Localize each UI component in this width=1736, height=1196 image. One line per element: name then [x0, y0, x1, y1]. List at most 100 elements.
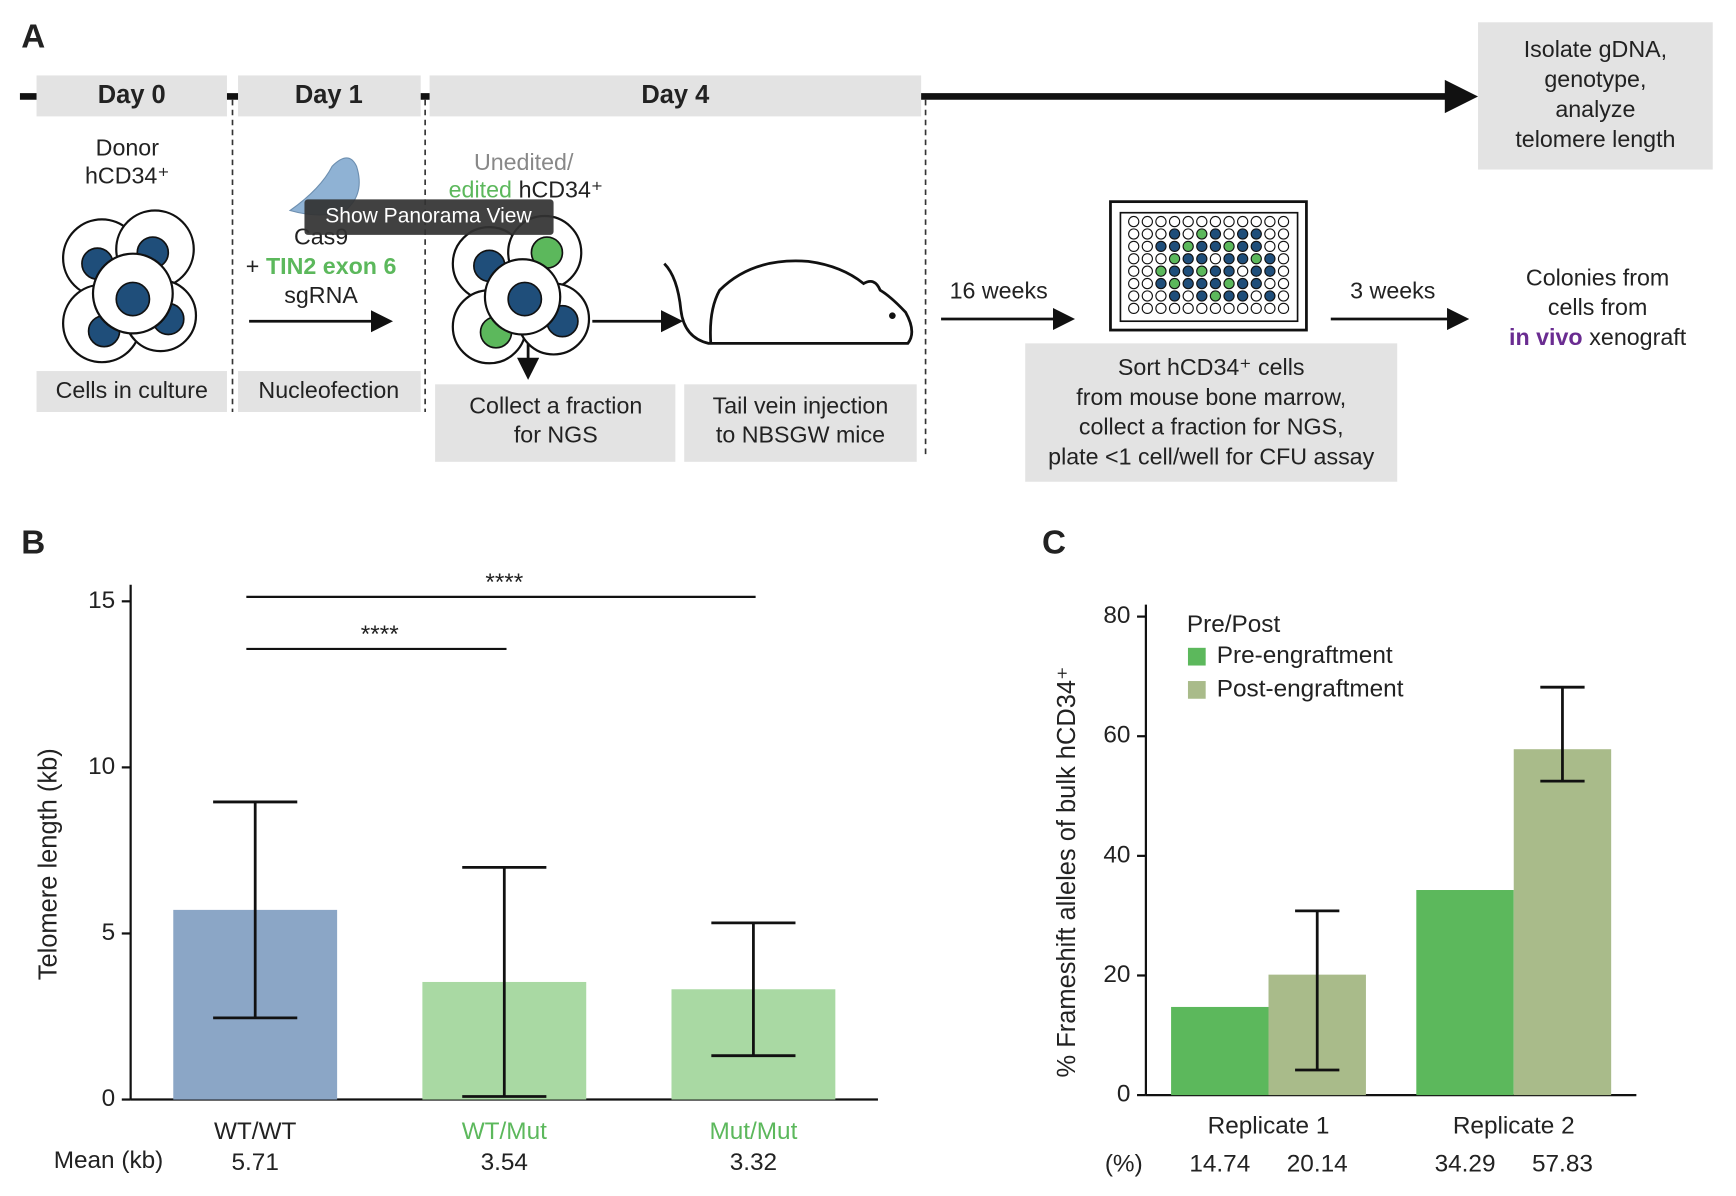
well: [1209, 265, 1222, 277]
wait-text: 3 weeks: [1350, 278, 1435, 304]
final-text: genotype,: [1544, 66, 1646, 92]
well: [1168, 290, 1181, 302]
value-row-label: Mean (kb): [54, 1147, 164, 1174]
well: [1196, 290, 1208, 302]
well: [1128, 277, 1140, 290]
donor-text: hCD34⁺: [85, 162, 170, 188]
y-tick-label: 5: [102, 919, 116, 946]
final-text: telomere length: [1515, 126, 1675, 152]
well: [1141, 302, 1153, 315]
y-axis-label: Telomere length (kb): [35, 748, 63, 980]
colonies-text: in vivo xenograft: [1509, 324, 1687, 350]
well: [1277, 240, 1290, 253]
x-tick-label: WT/WT: [214, 1118, 297, 1145]
panel-label: A: [21, 19, 45, 56]
well: [1155, 290, 1167, 302]
well: [1237, 240, 1249, 253]
step-box: [36, 371, 227, 412]
well: [1128, 253, 1140, 265]
well: [1250, 265, 1262, 277]
well: [1155, 228, 1167, 240]
edited-text: edited: [449, 177, 512, 203]
well: [1250, 277, 1262, 290]
day-box: [36, 75, 227, 117]
well: [1250, 240, 1262, 253]
well: [1141, 240, 1153, 253]
sort-text: Sort hCD34⁺ cells: [1118, 354, 1305, 380]
significance-label: ****: [485, 569, 523, 596]
well: [1196, 265, 1208, 277]
colonies-text: Colonies from: [1526, 264, 1669, 290]
legend-title: Pre/Post: [1187, 611, 1281, 638]
well: [1128, 215, 1140, 228]
well: [1168, 302, 1181, 315]
well: [1250, 290, 1262, 302]
well: [1264, 253, 1276, 265]
chart: B 0 5 10 15 Telomere length (kb) WT/WT 5.71 WT/M…: [21, 525, 878, 1176]
value-label: 20.14: [1287, 1150, 1348, 1177]
well: [1196, 253, 1208, 265]
mouse-eye: [889, 312, 896, 319]
well: [1223, 290, 1235, 302]
well: [1223, 265, 1235, 277]
day-label: Day 1: [295, 81, 363, 109]
y-tick-label: 0: [1117, 1081, 1131, 1108]
reagent-text: +: [246, 253, 260, 279]
well: [1237, 302, 1249, 315]
sort-text: collect a fraction for NGS,: [1079, 414, 1344, 440]
legend-label: Pre-engraftment: [1217, 642, 1393, 669]
well: [1155, 215, 1167, 228]
step-text: Cells in culture: [56, 377, 208, 403]
y-tick-label: 80: [1103, 602, 1130, 629]
sort-text: plate <1 cell/well for CFU assay: [1048, 444, 1374, 470]
well: [1141, 290, 1153, 302]
well: [1223, 215, 1235, 228]
step-text: Tail vein injection: [713, 393, 889, 419]
well: [1250, 228, 1262, 240]
significance-label: ****: [361, 621, 399, 648]
well: [1141, 265, 1153, 277]
well: [1237, 265, 1249, 277]
panel-a: A Day 0 Day 1 Day 4 Isolate gDNA, genoty…: [19, 19, 1713, 482]
well: [1237, 228, 1249, 240]
well: [1182, 277, 1194, 290]
well: [1168, 215, 1181, 228]
well: [1237, 253, 1249, 265]
step-box: [684, 384, 917, 462]
timeline-head: [1444, 79, 1479, 114]
day-box: [429, 75, 922, 117]
well: [1168, 265, 1181, 277]
well: [1209, 240, 1222, 253]
panel-label: C: [1042, 525, 1066, 562]
tooltip-text: Show Panorama View: [325, 205, 532, 228]
well: [1264, 290, 1276, 302]
value-label: 3.32: [730, 1149, 777, 1176]
well: [1168, 240, 1181, 253]
well: [1196, 228, 1208, 240]
charts: B 0 5 10 15 Telomere length (kb) WT/WT 5.71 WT/M…: [21, 525, 1637, 1177]
well: [1128, 265, 1140, 277]
well: [1155, 277, 1167, 290]
sort-text: from mouse bone marrow,: [1076, 384, 1346, 410]
well: [1128, 228, 1140, 240]
well: [1141, 215, 1153, 228]
well: [1250, 302, 1262, 315]
well: [1264, 265, 1276, 277]
well: [1182, 215, 1194, 228]
well: [1168, 228, 1181, 240]
well: [1182, 240, 1194, 253]
value-label: 57.83: [1532, 1150, 1593, 1177]
x-tick-label: Replicate 1: [1208, 1113, 1330, 1140]
well: [1209, 228, 1222, 240]
well: [1209, 302, 1222, 315]
value-label: 5.71: [232, 1149, 279, 1176]
x-tick-label: Mut/Mut: [709, 1118, 797, 1145]
cell-cluster: [451, 214, 591, 365]
well: [1182, 253, 1194, 265]
well: [1277, 228, 1290, 240]
value-label: 14.74: [1189, 1150, 1250, 1177]
well: [1264, 277, 1276, 290]
reagent-text: sgRNA: [284, 282, 358, 308]
step-text: Nucleofection: [258, 377, 399, 403]
